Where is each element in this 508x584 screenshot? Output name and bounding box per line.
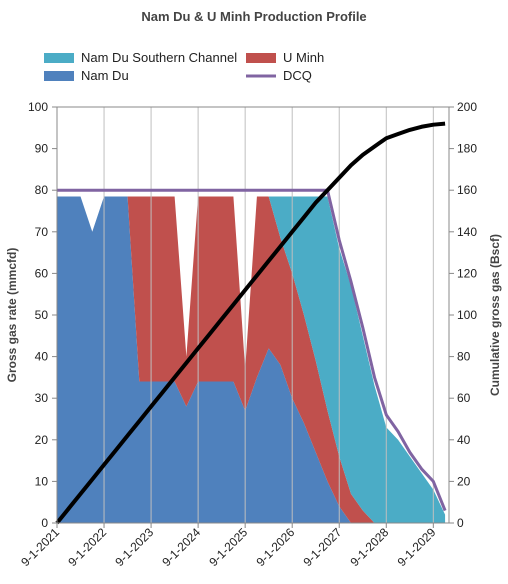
x-tick-label: 9-1-2023 xyxy=(112,525,156,569)
x-tick-label: 9-1-2021 xyxy=(18,525,62,569)
legend-label: U Minh xyxy=(283,50,324,65)
y2-tick-label: 40 xyxy=(457,433,471,447)
y2-tick-label: 180 xyxy=(457,142,477,156)
y-tick-label: 50 xyxy=(35,308,49,322)
x-tick-label: 9-1-2027 xyxy=(300,525,344,569)
y2-tick-label: 200 xyxy=(457,100,477,114)
legend-label: DCQ xyxy=(283,68,312,83)
y2-tick-label: 100 xyxy=(457,308,477,322)
area xyxy=(57,196,446,523)
y-tick-label: 60 xyxy=(35,266,49,280)
legend-swatch xyxy=(44,71,74,81)
y-tick-label: 20 xyxy=(35,433,49,447)
y2-tick-label: 0 xyxy=(457,516,464,530)
x-tick-label: 9-1-2024 xyxy=(159,525,203,569)
x-tick-label: 9-1-2029 xyxy=(395,525,439,569)
y2-axis-title: Cumulative gross gas (Bscf) xyxy=(488,234,502,396)
legend-swatch xyxy=(44,53,74,63)
y2-tick-label: 120 xyxy=(457,266,477,280)
x-tick-label: 9-1-2026 xyxy=(253,525,297,569)
y-tick-label: 30 xyxy=(35,391,49,405)
y2-tick-label: 80 xyxy=(457,350,471,364)
y2-tick-label: 60 xyxy=(457,391,471,405)
y2-tick-label: 20 xyxy=(457,474,471,488)
line xyxy=(55,121,446,525)
x-tick-label: 9-1-2025 xyxy=(206,525,250,569)
y-tick-label: 10 xyxy=(35,474,49,488)
y-tick-label: 0 xyxy=(41,516,48,530)
area xyxy=(57,196,446,523)
y-axis-title: Gross gas rate (mmcfd) xyxy=(5,248,19,383)
y-tick-label: 80 xyxy=(35,183,49,197)
y2-tick-label: 160 xyxy=(457,183,477,197)
area xyxy=(57,196,446,523)
x-tick-label: 9-1-2022 xyxy=(65,525,109,569)
legend-swatch xyxy=(246,53,276,63)
line xyxy=(57,188,447,512)
legend-label: Nam Du Southern Channel xyxy=(81,50,237,65)
chart-title: Nam Du & U Minh Production Profile xyxy=(141,9,366,24)
x-tick-label: 9-1-2028 xyxy=(348,525,392,569)
y2-tick-label: 140 xyxy=(457,225,477,239)
y-tick-label: 40 xyxy=(35,350,49,364)
y-tick-label: 100 xyxy=(28,100,48,114)
y-tick-label: 70 xyxy=(35,225,49,239)
y-tick-label: 90 xyxy=(35,142,49,156)
legend-label: Nam Du xyxy=(81,68,129,83)
